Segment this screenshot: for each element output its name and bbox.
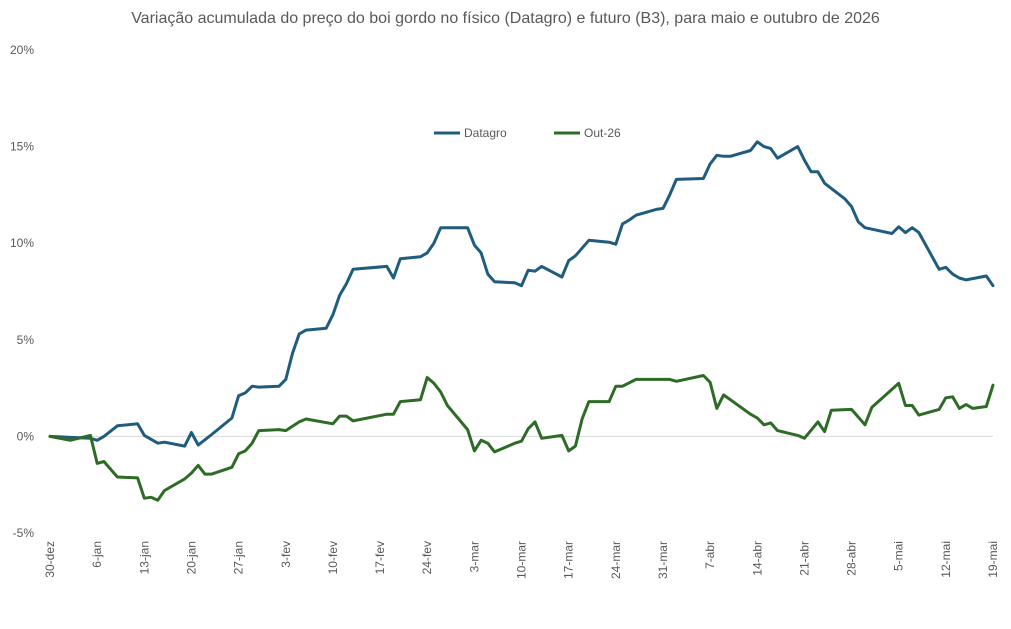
legend-label: Out-26 [584, 126, 621, 140]
y-tick-label: 0% [17, 429, 35, 443]
x-tick-label: 24-fev [420, 541, 434, 574]
y-tick-label: 20% [10, 43, 34, 57]
y-axis: -5% 0% 5% 10% 15% 20% [10, 43, 34, 540]
x-tick-label: 24-mar [609, 541, 623, 579]
y-tick-label: 10% [10, 236, 34, 250]
x-tick-label: 3-fev [279, 541, 293, 568]
x-tick-label: 7-abr [703, 541, 717, 569]
series-group [48, 140, 995, 502]
x-tick-label: 30-dez [43, 541, 57, 578]
x-tick-label: 27-jan [232, 541, 246, 574]
x-tick-label: 6-jan [90, 541, 104, 568]
x-tick-label: 12-mai [939, 541, 953, 578]
x-tick-label: 17-fev [373, 541, 387, 574]
y-tick-label: 15% [10, 140, 34, 154]
chart-title: Variação acumulada do preço do boi gordo… [131, 10, 880, 27]
legend-label: Datagro [464, 126, 507, 140]
x-tick-label: 14-abr [750, 541, 764, 576]
x-tick-label: 20-jan [184, 541, 198, 574]
x-tick-label: 10-mar [515, 541, 529, 579]
x-tick-label: 5-mai [892, 541, 906, 571]
legend: Datagro Out-26 [434, 126, 621, 140]
series-line-out-26 [48, 374, 995, 502]
series-line-datagro [48, 140, 995, 448]
y-tick-label: 5% [17, 333, 35, 347]
x-tick-label: 17-mar [562, 541, 576, 579]
x-tick-label: 28-abr [845, 541, 859, 576]
x-tick-label: 13-jan [137, 541, 151, 574]
x-tick-label: 10-fev [326, 541, 340, 574]
y-tick-label: -5% [13, 526, 35, 540]
x-tick-label: 3-mar [467, 541, 481, 572]
x-axis: 30-dez 6-jan 13-jan 20-jan 27-jan 3-fev 10-fev… [43, 541, 1000, 579]
x-tick-label: 19-mai [986, 541, 1000, 578]
x-tick-label: 21-abr [797, 541, 811, 576]
x-tick-label: 31-mar [656, 541, 670, 579]
